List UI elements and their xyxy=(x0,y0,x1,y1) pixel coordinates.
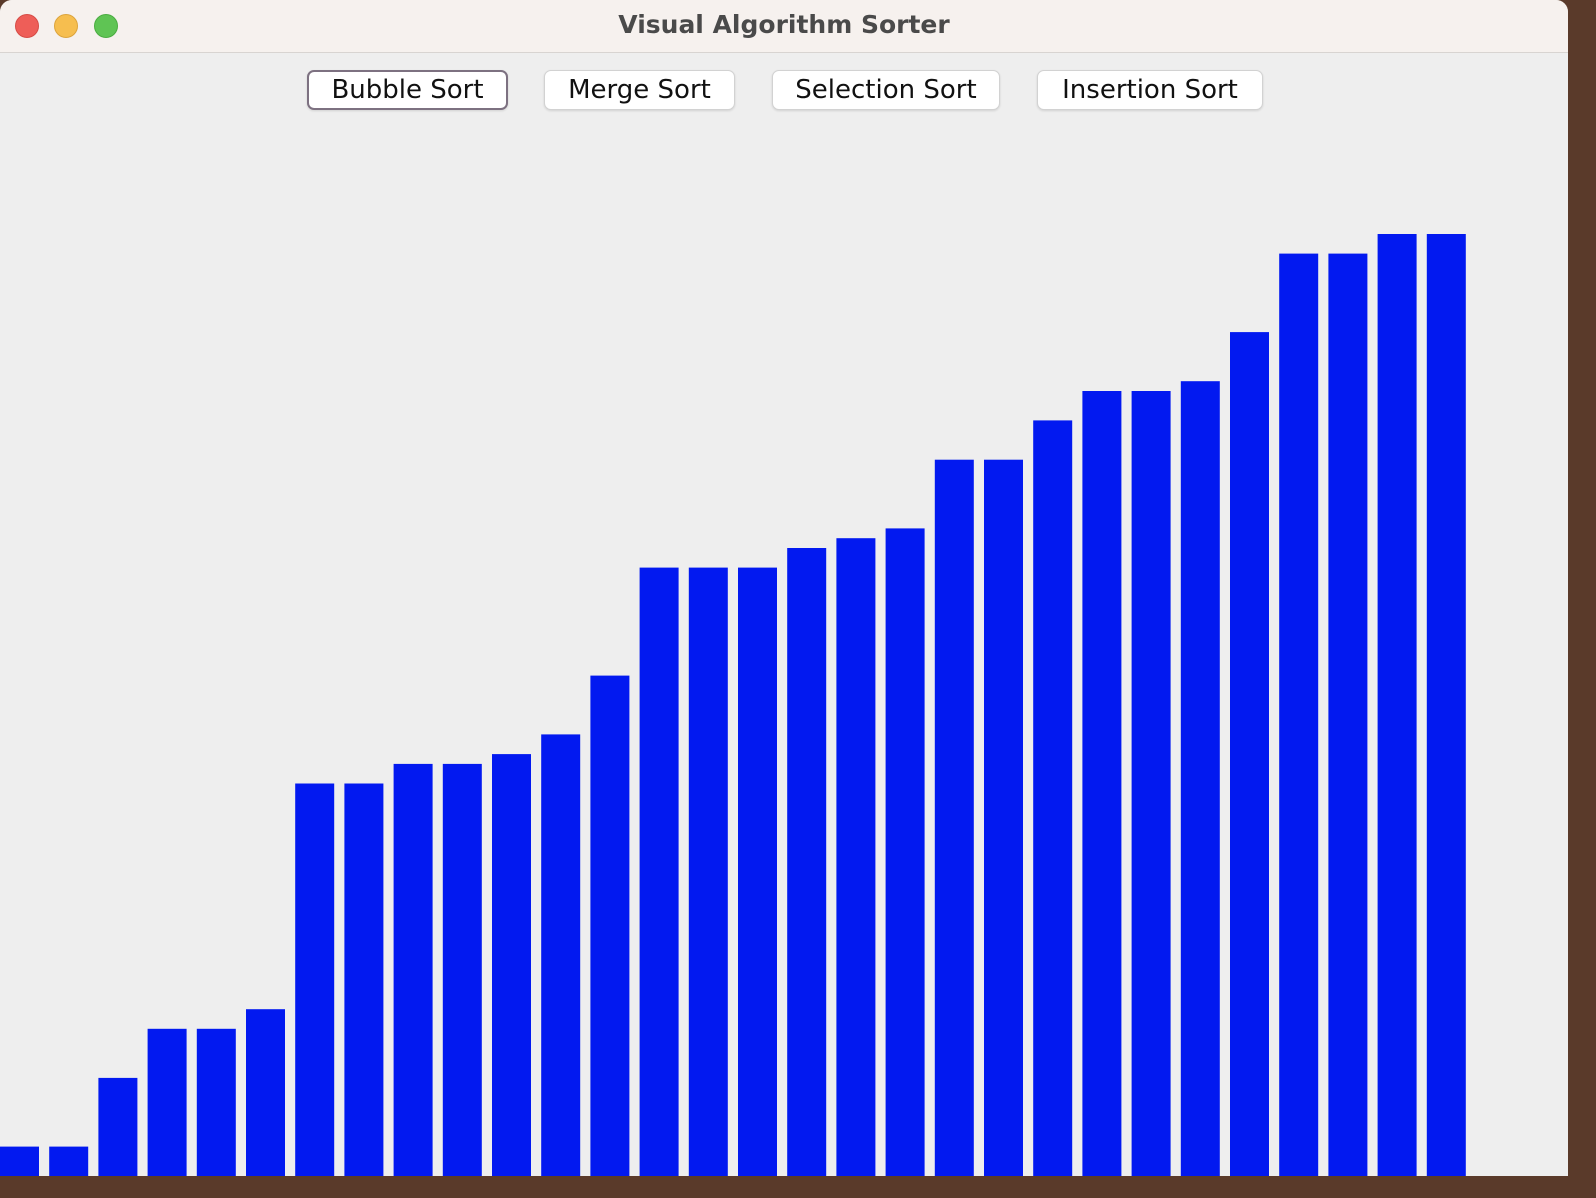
selection-sort-button[interactable]: Selection Sort xyxy=(772,70,1000,110)
value-bar xyxy=(541,734,581,1176)
value-bar xyxy=(196,1028,236,1176)
value-bar xyxy=(1328,253,1368,1176)
value-bar xyxy=(442,763,482,1176)
value-bar xyxy=(984,459,1023,1176)
value-bar xyxy=(1377,234,1417,1176)
merge-sort-button[interactable]: Merge Sort xyxy=(544,70,735,110)
value-bar xyxy=(1230,332,1269,1176)
value-bar xyxy=(1279,253,1319,1176)
zoom-window-button[interactable] xyxy=(94,14,118,38)
value-bar xyxy=(639,567,679,1176)
value-bar xyxy=(147,1028,187,1176)
value-bar xyxy=(885,528,925,1176)
value-bar xyxy=(393,763,433,1176)
value-bar xyxy=(590,675,630,1176)
minimize-window-button[interactable] xyxy=(54,14,78,38)
value-bar xyxy=(246,1009,285,1176)
title-bar: Visual Algorithm Sorter xyxy=(0,0,1568,53)
value-bar xyxy=(1033,420,1073,1176)
value-bar xyxy=(836,538,876,1176)
bars-canvas xyxy=(0,234,1466,1176)
algorithm-toolbar: Bubble Sort Merge Sort Selection Sort In… xyxy=(0,70,1568,114)
value-bar xyxy=(1131,391,1171,1176)
app-window: Visual Algorithm Sorter Bubble Sort Merg… xyxy=(0,0,1568,1176)
value-bar xyxy=(738,567,777,1176)
sort-visualization xyxy=(0,114,1568,1176)
value-bar xyxy=(688,567,728,1176)
bubble-sort-button[interactable]: Bubble Sort xyxy=(307,70,508,110)
value-bar xyxy=(1180,381,1220,1176)
close-window-button[interactable] xyxy=(15,14,39,38)
value-bar xyxy=(1082,391,1122,1176)
value-bar xyxy=(934,459,974,1176)
value-bar xyxy=(0,1146,39,1176)
value-bar xyxy=(787,548,827,1176)
value-bar xyxy=(1426,234,1466,1176)
window-title: Visual Algorithm Sorter xyxy=(618,10,950,39)
value-bar xyxy=(492,754,531,1176)
value-bar xyxy=(295,783,335,1176)
insertion-sort-button[interactable]: Insertion Sort xyxy=(1037,70,1263,110)
value-bar xyxy=(344,783,384,1176)
value-bar xyxy=(98,1077,138,1176)
value-bar xyxy=(49,1146,89,1176)
